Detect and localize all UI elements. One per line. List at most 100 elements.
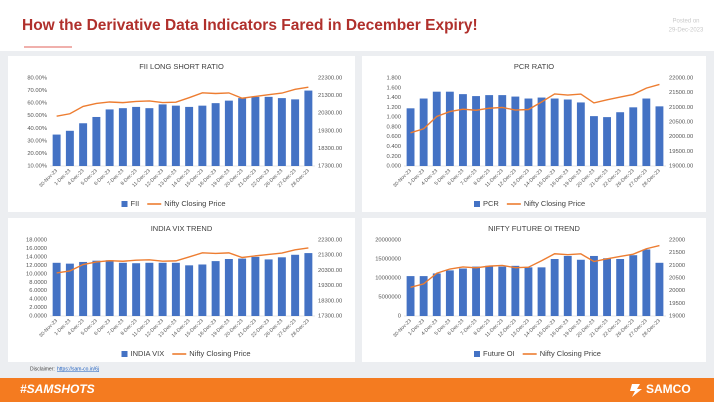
bar	[118, 108, 127, 166]
y2-tick-label: 18300.00	[318, 298, 342, 304]
bar	[211, 103, 220, 166]
y-tick-label: 60.00%	[27, 101, 47, 107]
bar	[118, 262, 127, 316]
bar	[524, 267, 533, 316]
y-tick-label: 1.000	[386, 115, 401, 121]
y2-tick-label: 20000	[669, 288, 685, 294]
y2-tick-label: 19500.00	[669, 149, 693, 155]
bar	[485, 265, 494, 316]
bar	[616, 259, 625, 316]
bar	[304, 90, 313, 166]
y2-tick-label: 18300.00	[318, 146, 342, 152]
y-tick-label: 0.200	[386, 154, 401, 160]
bar	[537, 97, 546, 166]
bar	[291, 99, 300, 166]
bar	[432, 273, 441, 316]
bar	[171, 105, 180, 166]
disclaimer-label: Disclaimer:	[30, 366, 55, 372]
footer-bar	[0, 378, 714, 402]
y-tick-label: 1.200	[386, 105, 401, 111]
y2-tick-label: 19500	[669, 301, 685, 307]
bar	[105, 260, 114, 316]
posted-date: 29-Dec-2023	[669, 28, 704, 34]
y-tick-label: 40.00%	[27, 126, 47, 132]
bar	[198, 105, 207, 166]
bar	[432, 91, 441, 166]
bar	[185, 106, 194, 166]
y-tick-label: 8.0000	[29, 280, 47, 286]
bar	[498, 266, 507, 316]
bar	[655, 262, 664, 316]
y-tick-label: 20000000	[375, 238, 401, 244]
bar	[251, 96, 260, 166]
y-tick-label: 14.0000	[26, 254, 47, 260]
bar	[52, 262, 61, 316]
bar	[563, 99, 572, 166]
bar	[498, 95, 507, 166]
bar	[65, 263, 74, 316]
y-tick-label: 6.0000	[29, 288, 47, 294]
bar	[65, 130, 74, 166]
line-series	[56, 86, 309, 117]
y-tick-label: 1.400	[386, 95, 401, 101]
bar	[576, 259, 585, 316]
bar	[185, 265, 194, 316]
y2-tick-label: 22000.00	[669, 76, 693, 82]
y-tick-label: 0.0000	[29, 314, 47, 320]
y2-tick-label: 21000	[669, 263, 685, 269]
y-tick-label: 10.0000	[26, 271, 47, 277]
y2-tick-label: 20300.00	[318, 111, 342, 117]
bar	[459, 268, 467, 316]
bar	[576, 102, 585, 166]
legend-label: PCR	[483, 199, 499, 208]
bar	[603, 258, 611, 316]
bar	[304, 253, 313, 316]
legend-swatch	[474, 351, 480, 357]
bar	[406, 108, 415, 166]
y2-tick-label: 20000.00	[669, 134, 693, 140]
bar	[511, 265, 520, 316]
y2-tick-label: 20300.00	[318, 268, 342, 274]
y2-tick-label: 22300.00	[318, 76, 342, 82]
page-title: How the Derivative Data Indicators Fared…	[22, 17, 478, 34]
bar	[472, 266, 480, 316]
bar	[590, 116, 598, 166]
bar	[251, 256, 260, 316]
bar	[537, 267, 546, 316]
bar	[145, 108, 154, 166]
disclaimer-link[interactable]: https://sam-co.in/6j	[57, 366, 99, 372]
y-tick-label: 16.0000	[26, 246, 47, 252]
y2-tick-label: 22000	[669, 238, 685, 244]
bar	[52, 134, 61, 166]
y2-tick-label: 21500.00	[669, 90, 693, 96]
y-tick-label: 18.0000	[26, 238, 47, 244]
y2-tick-label: 20500.00	[669, 120, 693, 126]
y-tick-label: 30.00%	[27, 138, 47, 144]
y2-tick-label: 19000	[669, 314, 685, 320]
bar	[132, 106, 141, 166]
bar	[158, 104, 167, 166]
bar	[277, 98, 286, 166]
y2-tick-label: 17300.00	[318, 314, 342, 320]
bar	[198, 264, 207, 316]
y2-tick-label: 21500	[669, 250, 685, 256]
bar	[92, 116, 101, 166]
y-tick-label: 15000000	[375, 257, 401, 263]
bar	[406, 276, 415, 316]
legend-label: FII	[131, 199, 140, 208]
y2-tick-label: 21000.00	[669, 105, 693, 111]
bar	[264, 259, 273, 316]
bar	[511, 96, 520, 166]
y-tick-label: 50.00%	[27, 113, 47, 119]
legend-swatch	[121, 201, 128, 207]
bar	[224, 100, 233, 166]
bar	[445, 91, 454, 166]
line-series	[410, 244, 660, 288]
y-tick-label: 12.0000	[26, 263, 47, 269]
bar	[603, 117, 611, 166]
bar	[485, 95, 494, 166]
bar	[642, 249, 651, 316]
bar	[563, 255, 572, 316]
legend-label: INDIA VIX	[131, 349, 165, 358]
bar	[629, 255, 638, 316]
